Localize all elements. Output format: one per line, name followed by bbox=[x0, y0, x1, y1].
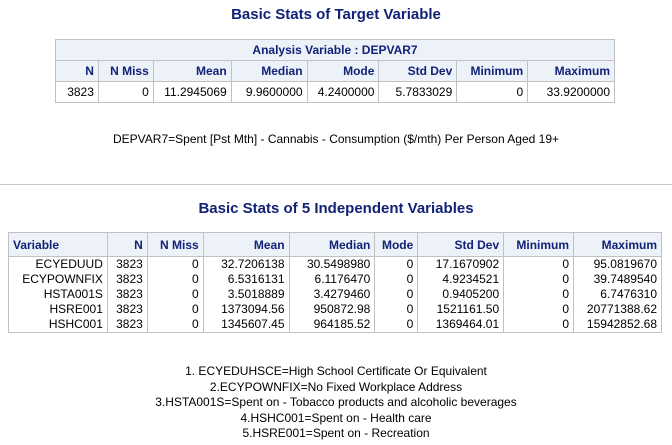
footnote: 3.HSTA001S=Spent on - Tobacco products a… bbox=[155, 395, 517, 409]
cell-mode: 4.2400000 bbox=[306, 81, 380, 103]
table-row: 3823 0 11.2945069 9.9600000 4.2400000 5.… bbox=[55, 81, 615, 103]
target-stats-table: Analysis Variable : DEPVAR7 N N Miss Mea… bbox=[55, 39, 615, 103]
col-header-nmiss: N Miss bbox=[97, 60, 154, 82]
cell-n-list: 3823 3823 3823 3823 3823 bbox=[106, 256, 148, 333]
section1-title: Basic Stats of Target Variable bbox=[231, 6, 441, 23]
cell-maximum: 95.0819670 bbox=[593, 257, 657, 271]
cell-stddev: 4.9234521 bbox=[442, 272, 500, 286]
independent-stats-table: Variable N N Miss Mean Median Mode Std D… bbox=[8, 232, 662, 333]
cell-maximum: 39.7489540 bbox=[593, 272, 657, 286]
cell-minimum-list: 0 0 0 0 0 bbox=[503, 256, 575, 333]
cell-nmiss: 0 bbox=[192, 317, 199, 331]
cell-maximum-list: 95.0819670 39.7489540 6.7476310 20771388… bbox=[573, 256, 662, 333]
table-caption-row: Analysis Variable : DEPVAR7 bbox=[55, 39, 615, 61]
cell-median: 30.5498980 bbox=[306, 257, 371, 271]
variable-name: HSHC001 bbox=[48, 317, 103, 331]
table-row: ECYEDUUD ECYPOWNFIX HSTA001S HSRE001 HSH… bbox=[8, 256, 662, 333]
cell-minimum: 0 bbox=[562, 287, 570, 301]
col-header-n: N bbox=[55, 60, 99, 82]
cell-minimum: 0 bbox=[456, 81, 529, 103]
cell-median: 950872.98 bbox=[313, 302, 371, 316]
cell-minimum: 0 bbox=[562, 317, 570, 331]
cell-mean-list: 32.7206138 6.5316131 3.5018889 1373094.5… bbox=[202, 256, 290, 333]
section-divider bbox=[0, 184, 672, 185]
cell-median: 9.9600000 bbox=[230, 81, 308, 103]
cell-median: 964185.52 bbox=[313, 317, 371, 331]
cell-minimum: 0 bbox=[562, 302, 570, 316]
cell-median-list: 30.5498980 6.1176470 3.4279460 950872.98… bbox=[288, 256, 376, 333]
cell-stddev: 5.7833029 bbox=[378, 81, 458, 103]
col-header-maximum: Maximum bbox=[573, 232, 662, 257]
table-header-row: Variable N N Miss Mean Median Mode Std D… bbox=[8, 232, 662, 257]
col-header-median: Median bbox=[288, 232, 376, 257]
variable-name: HSTA001S bbox=[43, 287, 103, 301]
col-header-mean: Mean bbox=[152, 60, 232, 82]
cell-n: 3823 bbox=[116, 272, 143, 286]
cell-stddev: 1369464.01 bbox=[435, 317, 500, 331]
cell-nmiss: 0 bbox=[97, 81, 154, 103]
cell-median: 6.1176470 bbox=[314, 272, 371, 286]
cell-nmiss: 0 bbox=[192, 272, 199, 286]
footnotes: 1. ECYEDUHSCE=High School Certificate Or… bbox=[0, 364, 672, 442]
cell-median: 3.4279460 bbox=[313, 287, 371, 301]
cell-mode: 0 bbox=[406, 287, 414, 301]
cell-mode: 0 bbox=[406, 257, 414, 271]
cell-maximum: 20771388.62 bbox=[586, 302, 657, 316]
col-header-maximum: Maximum bbox=[527, 60, 615, 82]
col-header-stddev: Std Dev bbox=[417, 232, 505, 257]
col-header-nmiss: N Miss bbox=[146, 232, 204, 257]
cell-n: 3823 bbox=[116, 302, 143, 316]
col-header-stddev: Std Dev bbox=[378, 60, 458, 82]
depvar-note: DEPVAR7=Spent [Pst Mth] - Cannabis - Con… bbox=[113, 132, 559, 146]
cell-minimum: 0 bbox=[562, 272, 570, 286]
cell-maximum: 6.7476310 bbox=[600, 287, 657, 301]
cell-n: 3823 bbox=[116, 317, 143, 331]
cell-mean: 1345607.45 bbox=[221, 317, 285, 331]
cell-mean: 32.7206138 bbox=[221, 257, 285, 271]
col-header-mode: Mode bbox=[306, 60, 380, 82]
cell-maximum: 33.9200000 bbox=[527, 81, 615, 103]
cell-mean: 1373094.56 bbox=[221, 302, 285, 316]
cell-stddev: 0.9405200 bbox=[442, 287, 500, 301]
analysis-variable-caption: Analysis Variable : DEPVAR7 bbox=[55, 39, 615, 61]
cell-minimum: 0 bbox=[562, 257, 570, 271]
footnote: 4.HSHC001=Spent on - Health care bbox=[240, 410, 432, 425]
variable-name: ECYPOWNFIX bbox=[22, 272, 103, 286]
variable-name: ECYEDUUD bbox=[35, 257, 103, 271]
cell-mode: 0 bbox=[406, 317, 414, 331]
cell-nmiss-list: 0 0 0 0 0 bbox=[146, 256, 204, 333]
cell-mode-list: 0 0 0 0 0 bbox=[374, 256, 419, 333]
col-header-n: N bbox=[106, 232, 148, 257]
cell-stddev-list: 17.1670902 4.9234521 0.9405200 1521161.5… bbox=[417, 256, 505, 333]
table-header-row: N N Miss Mean Median Mode Std Dev Minimu… bbox=[55, 60, 615, 82]
col-header-mean: Mean bbox=[202, 232, 290, 257]
footnote: 1. ECYEDUHSCE=High School Certificate Or… bbox=[185, 364, 487, 378]
col-header-minimum: Minimum bbox=[456, 60, 529, 82]
cell-mean: 6.5316131 bbox=[227, 272, 285, 286]
cell-maximum: 15942852.68 bbox=[586, 317, 657, 331]
col-header-variable: Variable bbox=[8, 232, 108, 257]
cell-mean: 3.5018889 bbox=[227, 287, 285, 301]
col-header-minimum: Minimum bbox=[503, 232, 575, 257]
cell-n: 3823 bbox=[55, 81, 99, 103]
section2-title: Basic Stats of 5 Independent Variables bbox=[198, 200, 474, 217]
variable-name: HSRE001 bbox=[49, 302, 103, 316]
cell-nmiss: 0 bbox=[192, 287, 199, 301]
cell-mode: 0 bbox=[406, 302, 414, 316]
cell-nmiss: 0 bbox=[192, 257, 199, 271]
cell-mean: 11.2945069 bbox=[152, 81, 232, 103]
cell-mode: 0 bbox=[406, 272, 414, 286]
footnote: 5.HSRE001=Spent on - Recreation bbox=[242, 426, 430, 440]
cell-n: 3823 bbox=[116, 257, 143, 271]
cell-stddev: 17.1670902 bbox=[435, 257, 500, 271]
cell-stddev: 1521161.50 bbox=[436, 302, 500, 316]
cell-nmiss: 0 bbox=[192, 302, 199, 316]
cell-variable-list: ECYEDUUD ECYPOWNFIX HSTA001S HSRE001 HSH… bbox=[8, 256, 108, 333]
cell-n: 3823 bbox=[116, 287, 143, 301]
footnote: 2.ECYPOWNFIX=No Fixed Workplace Address bbox=[209, 379, 463, 394]
col-header-mode: Mode bbox=[374, 232, 419, 257]
col-header-median: Median bbox=[230, 60, 308, 82]
